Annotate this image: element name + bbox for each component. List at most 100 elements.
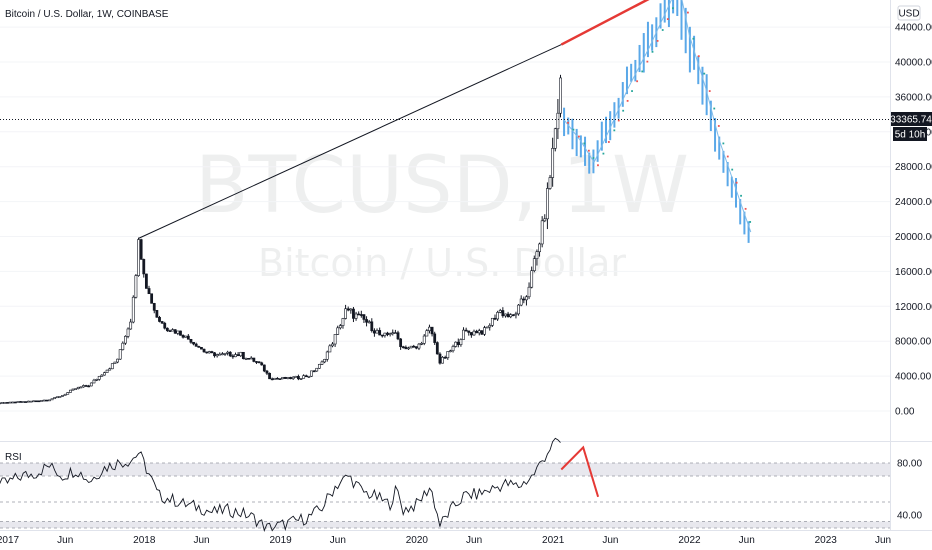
candle-body bbox=[181, 335, 185, 338]
candle-body bbox=[373, 330, 376, 334]
candle-body bbox=[289, 377, 292, 380]
candle-body bbox=[105, 369, 109, 373]
projection-dot bbox=[749, 221, 752, 223]
candle-body bbox=[359, 314, 363, 316]
projection-dot bbox=[602, 152, 605, 155]
candle-body bbox=[137, 239, 140, 276]
candle-body bbox=[543, 218, 547, 222]
candle-body bbox=[553, 128, 557, 149]
candle-body bbox=[19, 401, 22, 403]
candle-body bbox=[546, 188, 549, 220]
time-tick-label: Jun bbox=[739, 535, 755, 546]
candle-body bbox=[11, 401, 15, 404]
candle-body bbox=[16, 401, 20, 403]
candle-body bbox=[509, 314, 513, 318]
candle-body bbox=[467, 330, 471, 333]
countdown-value: 5d 10h bbox=[895, 130, 926, 141]
candle-body bbox=[464, 329, 468, 332]
projection-dot bbox=[708, 90, 711, 92]
candle-body bbox=[435, 342, 439, 355]
candle-body bbox=[331, 343, 334, 347]
candle-body bbox=[202, 348, 206, 353]
trendline-main bbox=[138, 44, 562, 239]
candle-body bbox=[126, 328, 130, 337]
candle-body bbox=[530, 270, 534, 288]
projection-dot bbox=[713, 107, 716, 110]
candle-body bbox=[362, 314, 366, 320]
candle-body bbox=[386, 332, 389, 335]
candle-body bbox=[121, 342, 125, 350]
candle-body bbox=[150, 293, 154, 304]
candle-body bbox=[352, 308, 355, 319]
candle-body bbox=[475, 330, 479, 334]
time-tick-label: 2020 bbox=[406, 535, 429, 546]
candle-body bbox=[144, 273, 148, 289]
candle-body bbox=[522, 298, 526, 301]
candle-body bbox=[226, 351, 230, 354]
price-scale[interactable]: 44000.0040000.0036000.0032000.0028000.00… bbox=[895, 23, 932, 418]
candle-body bbox=[456, 341, 460, 345]
candle-body bbox=[176, 330, 180, 334]
candle-body bbox=[74, 388, 78, 390]
candle-body bbox=[66, 392, 70, 395]
candle-body bbox=[124, 336, 127, 344]
candle-body bbox=[71, 388, 75, 391]
projection-dot bbox=[687, 11, 689, 14]
candle-body bbox=[42, 399, 46, 402]
candle-body bbox=[278, 378, 282, 380]
candle-body bbox=[32, 400, 36, 403]
candle-body bbox=[551, 148, 555, 178]
currency-label: USD bbox=[898, 9, 919, 20]
candle-body bbox=[155, 310, 159, 318]
candle-body bbox=[184, 335, 188, 338]
candle-body bbox=[108, 368, 112, 371]
price-tick-label: 28000.00 bbox=[895, 162, 932, 173]
trendline-red bbox=[560, 0, 650, 46]
time-tick-label: Jun bbox=[602, 535, 618, 546]
candle-body bbox=[317, 364, 321, 369]
candle-body bbox=[451, 346, 455, 352]
candle-body bbox=[469, 332, 473, 336]
candle-body bbox=[6, 402, 9, 404]
candle-body bbox=[100, 374, 104, 377]
rsi-bands bbox=[0, 462, 890, 529]
candle-body bbox=[294, 376, 298, 378]
candle-body bbox=[388, 333, 392, 335]
projection-dot bbox=[666, 18, 669, 20]
price-tick-label: 12000.00 bbox=[895, 302, 932, 313]
candle-body bbox=[283, 377, 287, 379]
candle-body bbox=[76, 386, 80, 389]
currency-button[interactable] bbox=[897, 5, 921, 21]
candle-body bbox=[29, 400, 33, 403]
candle-body bbox=[40, 400, 43, 402]
price-tick-label: 20000.00 bbox=[895, 232, 932, 243]
candle-body bbox=[490, 317, 494, 326]
rsi-scale[interactable]: 80.00 40.00 bbox=[897, 459, 922, 522]
candle-body bbox=[53, 397, 57, 400]
last-price-value: 33365.74 bbox=[890, 115, 932, 126]
projection-dot bbox=[597, 164, 599, 167]
candle-body bbox=[310, 370, 313, 377]
time-tick-label: Jun bbox=[330, 535, 346, 546]
candle-body bbox=[299, 377, 303, 380]
candle-body bbox=[273, 377, 277, 380]
candle-body bbox=[257, 361, 261, 364]
candle-body bbox=[535, 251, 539, 260]
time-scale[interactable]: 2017 Jun 2018 Jun 2019 Jun 2020 Jun 2021 Jun 2022 J… bbox=[0, 535, 891, 546]
projection-dot bbox=[735, 181, 738, 184]
candle-body bbox=[223, 352, 227, 355]
candle-body bbox=[346, 308, 350, 311]
candle-body bbox=[333, 334, 337, 345]
candle-body bbox=[84, 385, 88, 387]
candle-body bbox=[454, 341, 458, 347]
candle-body bbox=[485, 326, 489, 329]
candle-body bbox=[422, 335, 426, 344]
rsi-label[interactable]: RSI bbox=[5, 452, 22, 463]
price-tick-label: 4000.00 bbox=[895, 372, 932, 383]
candle-body bbox=[425, 330, 429, 337]
candle-body bbox=[504, 313, 507, 317]
time-tick-label: Jun bbox=[875, 535, 891, 546]
candle-body bbox=[210, 351, 214, 354]
projection-dot bbox=[656, 40, 659, 42]
